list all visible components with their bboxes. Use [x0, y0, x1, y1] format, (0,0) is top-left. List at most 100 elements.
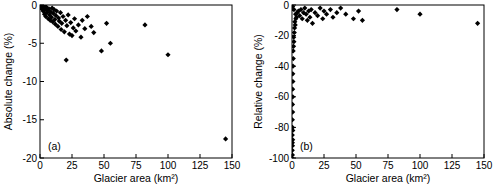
- point: [292, 137, 295, 142]
- x-tick: [324, 154, 325, 158]
- x-tick: [136, 154, 137, 158]
- x-tick-label: 50: [350, 160, 362, 171]
- point: [60, 14, 65, 19]
- point: [292, 152, 295, 157]
- point: [292, 30, 297, 35]
- point: [309, 7, 314, 12]
- point: [292, 71, 295, 76]
- point: [338, 5, 343, 10]
- x-tick-label: 150: [476, 160, 493, 171]
- x-tick-label: 25: [318, 160, 330, 171]
- point: [59, 21, 64, 26]
- x-tick-label: 0: [37, 160, 43, 171]
- point: [142, 22, 147, 27]
- x-tick-label: 25: [66, 160, 78, 171]
- point: [292, 64, 296, 69]
- y-tick-label: -100: [269, 153, 289, 164]
- plot-frame: [40, 5, 232, 158]
- y-tick-label: -60: [275, 91, 290, 102]
- point: [292, 132, 295, 137]
- point: [76, 22, 81, 27]
- point: [82, 26, 87, 31]
- point: [292, 102, 295, 107]
- point: [307, 15, 312, 20]
- point: [292, 148, 295, 153]
- x-tick: [452, 154, 453, 158]
- x-tick-label: 125: [192, 160, 209, 171]
- x-axis-title: Glacier area (km²): [346, 172, 431, 184]
- y-tick: [40, 43, 44, 44]
- panel: 02550751001251500-20-40-60-80-100Glacier…: [252, 0, 493, 184]
- point: [292, 94, 295, 99]
- point: [315, 13, 320, 18]
- point: [85, 14, 90, 19]
- point: [62, 29, 67, 34]
- x-axis-title: Glacier area (km²): [94, 172, 179, 184]
- point: [417, 12, 422, 17]
- point: [300, 16, 305, 21]
- x-tick-label: 50: [98, 160, 110, 171]
- x-tick-label: 150: [224, 160, 241, 171]
- panel: 0 25 50 75 100 125 150 0 -5 -10 -15 -20 Glacier area…: [2, 0, 241, 184]
- point: [64, 57, 69, 62]
- y-tick-label: -15: [23, 114, 38, 125]
- y-tick-label: -80: [275, 122, 290, 133]
- x-tick-label: 100: [412, 160, 429, 171]
- point: [318, 5, 323, 10]
- point: [68, 20, 73, 25]
- x-tick: [420, 154, 421, 158]
- y-tick-label: -20: [275, 30, 290, 41]
- x-tick-label: 100: [160, 160, 177, 171]
- point: [394, 7, 399, 12]
- point: [328, 7, 333, 12]
- point: [89, 24, 94, 29]
- point: [292, 44, 296, 49]
- point: [108, 41, 113, 46]
- y-axis-title: Absolute change (%): [2, 33, 14, 130]
- point: [356, 9, 361, 14]
- x-tick-label: 0: [289, 160, 295, 171]
- point: [330, 15, 335, 20]
- point: [58, 10, 63, 15]
- x-tick: [388, 154, 389, 158]
- y-tick-label: 0: [31, 0, 37, 11]
- point: [292, 5, 295, 9]
- x-tick: [104, 154, 105, 158]
- point: [165, 52, 170, 57]
- point: [73, 28, 78, 33]
- y-tick: [40, 119, 44, 120]
- point: [292, 79, 295, 84]
- y-tick-label: 0: [283, 0, 289, 11]
- plot-frame: [292, 5, 484, 158]
- x-tick-label: 75: [130, 160, 142, 171]
- point: [292, 39, 297, 44]
- point: [64, 23, 69, 28]
- point: [292, 87, 295, 92]
- x-tick: [168, 154, 169, 158]
- point: [99, 48, 104, 53]
- y-tick-label: -40: [275, 61, 290, 72]
- point: [69, 33, 74, 38]
- x-tick: [72, 154, 73, 158]
- point: [223, 136, 228, 141]
- point: [104, 21, 109, 26]
- point: [302, 5, 307, 10]
- x-tick-label: 75: [382, 160, 394, 171]
- panel-label: (a): [48, 140, 61, 152]
- point: [360, 18, 365, 23]
- y-tick-label: -20: [23, 153, 38, 164]
- point: [292, 117, 295, 122]
- point: [55, 24, 60, 29]
- point: [292, 56, 296, 61]
- point: [292, 48, 296, 53]
- points: [292, 5, 480, 158]
- x-tick: [200, 154, 201, 158]
- point: [475, 21, 480, 26]
- y-tick-label: -5: [28, 38, 37, 49]
- point: [292, 35, 296, 40]
- point: [334, 10, 339, 15]
- y-tick: [40, 81, 44, 82]
- point: [72, 16, 77, 21]
- y-tick-label: -10: [23, 76, 38, 87]
- y-axis-title: Relative change (%): [252, 34, 264, 129]
